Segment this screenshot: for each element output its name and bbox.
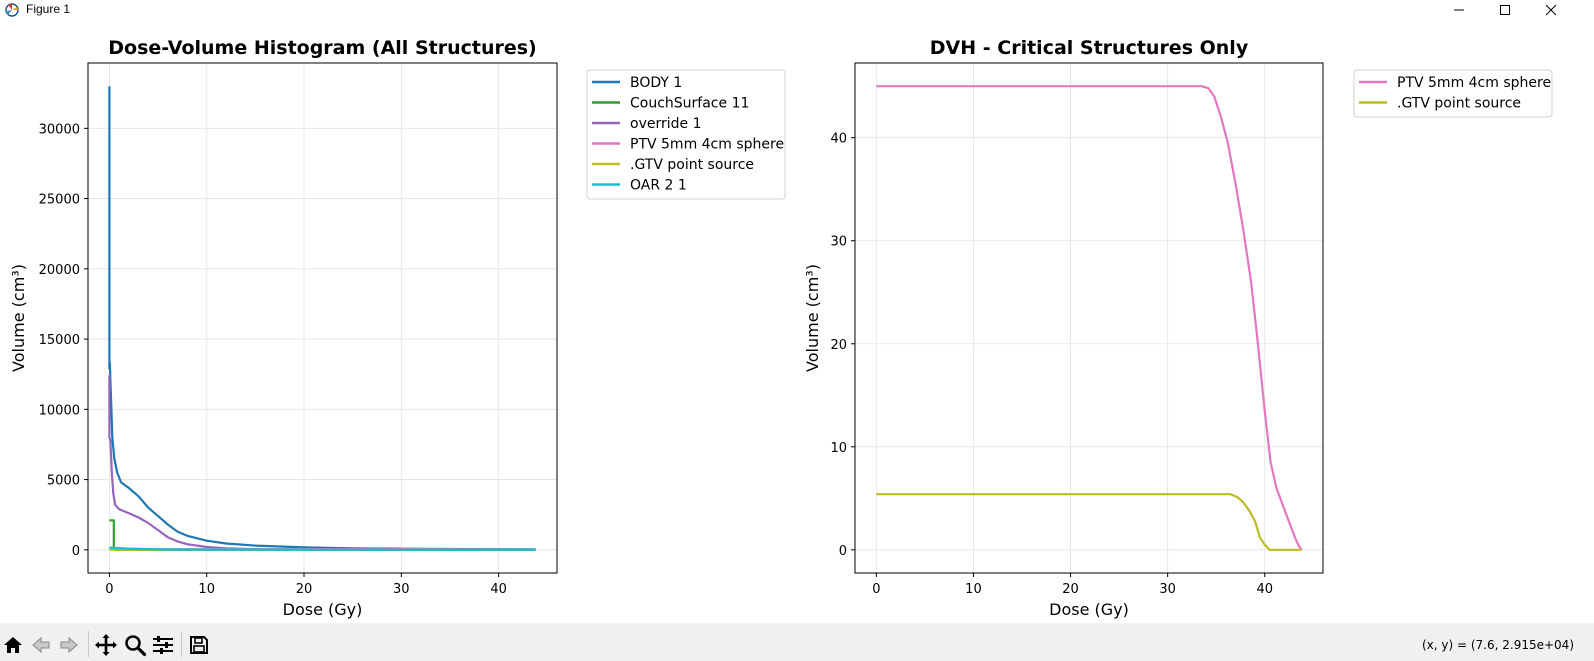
chart-title: Dose-Volume Histogram (All Structures) — [108, 37, 536, 59]
series-line — [876, 493, 1302, 551]
close-icon — [1545, 4, 1557, 16]
x-tick-label: 20 — [296, 582, 313, 597]
x-tick-label: 10 — [198, 582, 215, 597]
forward-icon — [60, 636, 78, 654]
pan-button[interactable] — [94, 633, 118, 657]
y-tick-label: 0 — [72, 544, 80, 559]
chart-title: DVH - Critical Structures Only — [930, 37, 1249, 59]
minimize-icon — [1454, 9, 1464, 11]
app-icon — [5, 3, 19, 17]
x-axis-label: Dose (Gy) — [283, 600, 363, 619]
x-tick-label: 40 — [1256, 582, 1273, 597]
home-button[interactable] — [1, 633, 25, 657]
figure: 0 10 20 30 40 0 5000 10000 15000 20000 25000 30000 D… — [9, 37, 1553, 619]
legend-box — [586, 69, 786, 200]
plot-frame — [87, 62, 558, 574]
x-tick-label: 20 — [1062, 582, 1079, 597]
y-tick-label: 20000 — [39, 263, 80, 278]
toolbar-separator — [181, 631, 182, 657]
legend-label: override 1 — [630, 116, 701, 132]
x-tick-label: 0 — [105, 582, 113, 597]
y-axis-label: Volume (cm³) — [9, 264, 28, 372]
x-tick-label: 10 — [965, 582, 982, 597]
forward-button[interactable] — [57, 633, 81, 657]
cursor-coordinates: (x, y) = (7.6, 2.915e+04) — [1421, 638, 1574, 652]
legend-box — [1353, 69, 1553, 118]
legend-label: PTV 5mm 4cm sphere — [1397, 75, 1551, 91]
x-axis-label: Dose (Gy) — [1049, 600, 1129, 619]
save-button[interactable] — [187, 633, 211, 657]
legend-label: BODY 1 — [630, 75, 682, 91]
legend-label: .GTV point source — [630, 157, 754, 173]
y-tick-label: 10000 — [39, 403, 80, 418]
y-tick-label: 5000 — [47, 474, 80, 489]
series-line — [109, 546, 536, 551]
y-tick-label: 30 — [830, 235, 847, 250]
y-tick-label: 10 — [830, 441, 847, 456]
y-tick-label: 40 — [830, 132, 847, 147]
legend-label: PTV 5mm 4cm sphere — [630, 137, 784, 153]
title-bar: Figure 1 — [0, 0, 1594, 20]
legend-label: OAR 2 1 — [630, 178, 687, 194]
plot-frame — [854, 62, 1324, 574]
x-tick-label: 30 — [1159, 582, 1176, 597]
toolbar-separator — [88, 631, 89, 657]
configure-subplots-button[interactable] — [151, 633, 175, 657]
home-icon — [4, 637, 22, 653]
window-title: Figure 1 — [26, 2, 71, 16]
x-tick-label: 0 — [872, 582, 880, 597]
series-line — [876, 85, 1303, 551]
legend-label: .GTV point source — [1397, 96, 1521, 112]
close-button[interactable] — [1528, 0, 1574, 20]
y-axis-label: Volume (cm³) — [803, 264, 822, 372]
y-tick-label: 20 — [830, 338, 847, 353]
y-tick-label: 30000 — [39, 122, 80, 137]
legend-label: CouchSurface 11 — [630, 96, 749, 112]
y-tick-label: 25000 — [39, 193, 80, 208]
x-tick-label: 40 — [490, 582, 507, 597]
series-line — [109, 519, 536, 551]
y-tick-label: 0 — [839, 544, 847, 559]
back-icon — [32, 636, 50, 654]
minimize-button[interactable] — [1436, 0, 1482, 20]
maximize-button[interactable] — [1482, 0, 1528, 20]
back-button[interactable] — [29, 633, 53, 657]
series-line — [108, 375, 536, 551]
zoom-icon — [125, 635, 147, 657]
navigation-toolbar: (x, y) = (7.6, 2.915e+04) — [0, 623, 1594, 661]
save-icon — [190, 636, 208, 654]
x-tick-label: 30 — [393, 582, 410, 597]
zoom-button[interactable] — [123, 633, 147, 657]
maximize-icon — [1500, 5, 1510, 15]
pan-icon — [95, 634, 117, 656]
configure-subplots-icon — [153, 636, 173, 654]
y-tick-label: 15000 — [39, 333, 80, 348]
figure-canvas[interactable]: 0 10 20 30 40 0 5000 10000 15000 20000 25000 30000 D… — [0, 20, 1594, 623]
